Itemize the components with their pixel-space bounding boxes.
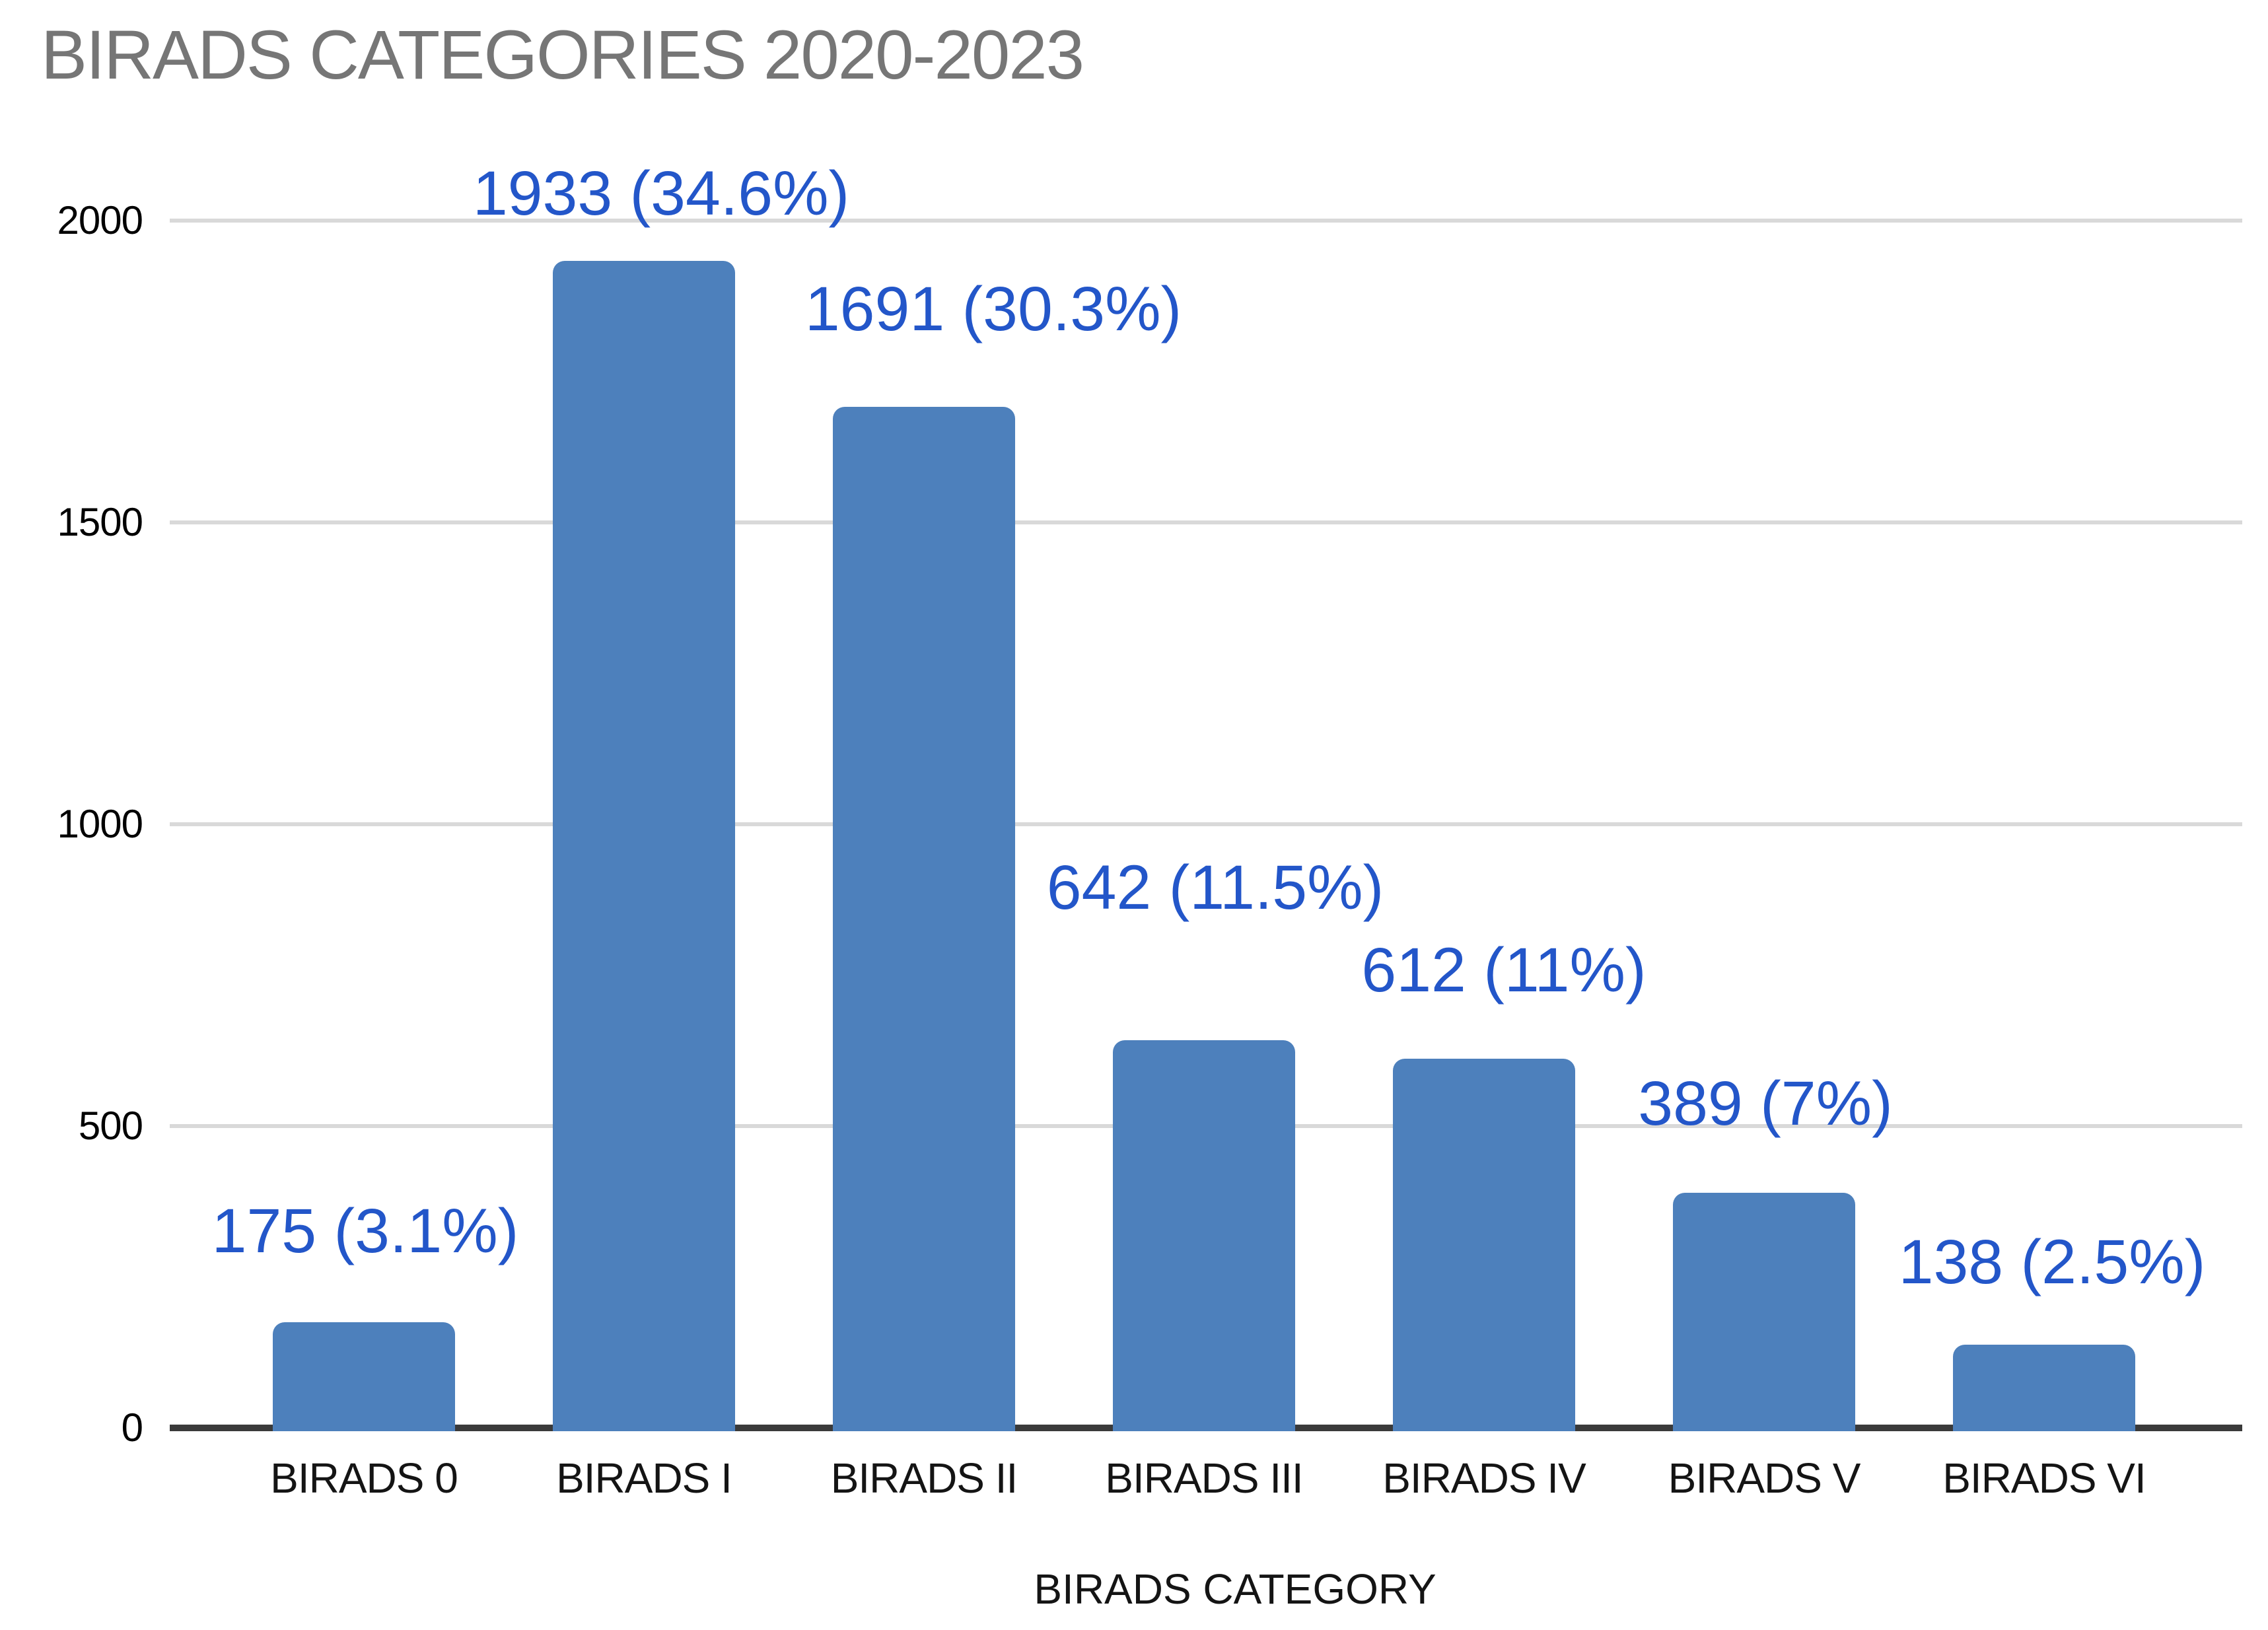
bar-birads-iii bbox=[1113, 1040, 1295, 1431]
gridline bbox=[170, 520, 2242, 524]
bar-value-label: 138 (2.5%) bbox=[1898, 1227, 2206, 1297]
bar-value-label: 1933 (34.6%) bbox=[472, 159, 850, 229]
bar-value-label: 175 (3.1%) bbox=[211, 1196, 519, 1266]
x-axis-category-label: BIRADS II bbox=[830, 1454, 1018, 1502]
bar-value-label: 1691 (30.3%) bbox=[804, 274, 1182, 344]
y-axis-tick-label: 1500 bbox=[57, 500, 143, 544]
x-axis-category-label: BIRADS III bbox=[1105, 1454, 1303, 1502]
bar-value-label: 612 (11%) bbox=[1361, 935, 1647, 1005]
bar-birads-vi bbox=[1953, 1344, 2135, 1431]
y-axis-tick-label: 1000 bbox=[57, 802, 143, 846]
gridline bbox=[170, 219, 2242, 223]
chart-title: BIRADS CATEGORIES 2020-2023 bbox=[41, 17, 1084, 94]
x-axis-category-label: BIRADS IV bbox=[1382, 1454, 1586, 1502]
bar-birads-ii bbox=[833, 407, 1015, 1431]
x-axis-category-label: BIRADS I bbox=[556, 1454, 732, 1502]
x-axis-category-label: BIRADS 0 bbox=[270, 1454, 458, 1502]
x-axis-category-label: BIRADS VI bbox=[1942, 1454, 2146, 1502]
x-axis-title: BIRADS CATEGORY bbox=[1034, 1565, 1436, 1613]
y-axis-tick-label: 2000 bbox=[57, 198, 143, 242]
bar-birads-0 bbox=[273, 1322, 455, 1431]
bar-birads-i bbox=[553, 261, 735, 1431]
bar-birads-iv bbox=[1393, 1058, 1575, 1431]
gridline bbox=[170, 822, 2242, 826]
y-axis-tick-label: 500 bbox=[78, 1104, 143, 1148]
y-axis-tick-label: 0 bbox=[121, 1405, 143, 1450]
x-axis-category-label: BIRADS V bbox=[1668, 1454, 1861, 1502]
bar-birads-v bbox=[1673, 1193, 1855, 1431]
bar-value-label: 389 (7%) bbox=[1638, 1069, 1893, 1139]
bar-value-label: 642 (11.5%) bbox=[1046, 853, 1384, 923]
